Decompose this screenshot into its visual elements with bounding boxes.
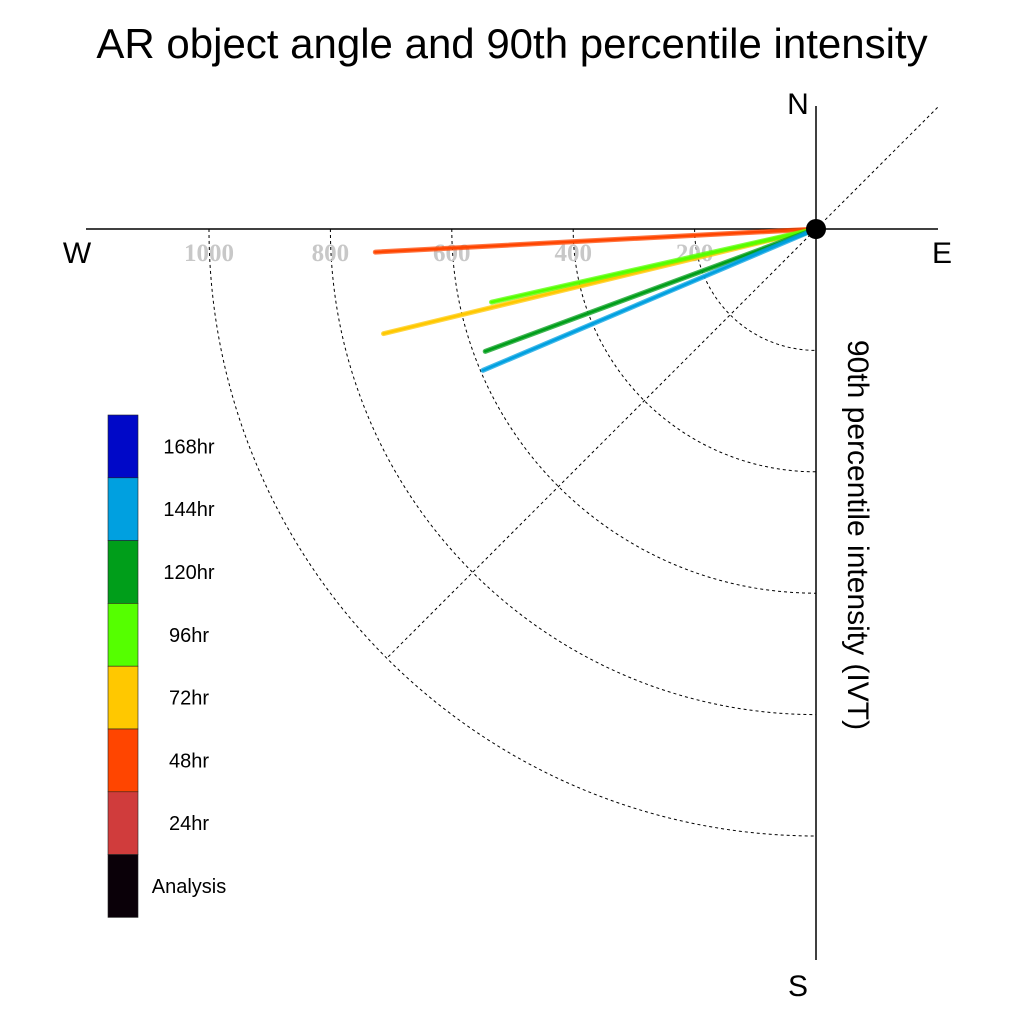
series-line-120hr (483, 227, 818, 353)
guide-diagonal (386, 107, 938, 659)
legend-label: 120hr (163, 562, 214, 584)
origin-marker (806, 219, 826, 239)
series-line-48hr (374, 227, 818, 254)
radial-tick-label: 600 (433, 240, 471, 267)
legend-label: 72hr (169, 688, 209, 710)
legend-swatch-48hr (107, 728, 139, 793)
compass-west: W (63, 237, 92, 270)
compass-east: E (932, 237, 952, 270)
legend-swatch-72hr (107, 665, 139, 730)
legend-swatch-120hr (107, 540, 139, 604)
compass-north: N (787, 88, 809, 121)
legend-label: 144hr (163, 499, 214, 521)
legend-swatch-24hr (107, 791, 139, 855)
legend-swatch-Analysis (107, 854, 139, 918)
series-line-96hr (490, 227, 818, 304)
legend-label: 96hr (169, 625, 209, 647)
legend-label: 24hr (169, 813, 209, 835)
guide-arc (329, 228, 817, 716)
guide-arc (208, 228, 817, 837)
radial-tick-label: 1000 (184, 240, 234, 267)
chart-guides (208, 107, 938, 837)
radial-tick-label: 800 (312, 240, 350, 267)
legend-swatch-96hr (107, 603, 139, 667)
legend-label: 48hr (169, 750, 209, 772)
series-line-144hr (481, 227, 818, 372)
legend-label: Analysis (152, 876, 226, 898)
legend-swatch-168hr (107, 414, 139, 479)
legend-label: 168hr (163, 436, 214, 458)
series-lines (372, 226, 819, 373)
legend-swatch-144hr (107, 477, 139, 541)
compass-south: S (788, 970, 808, 1003)
y-axis-label: 90th percentile intensity (IVT) (841, 340, 874, 730)
chart-title: AR object angle and 90th percentile inte… (96, 20, 927, 67)
guide-arc (451, 228, 817, 594)
legend: 168hr 144hr 120hr 96hr 72hr 48hr 24hr Analysis (107, 414, 226, 918)
